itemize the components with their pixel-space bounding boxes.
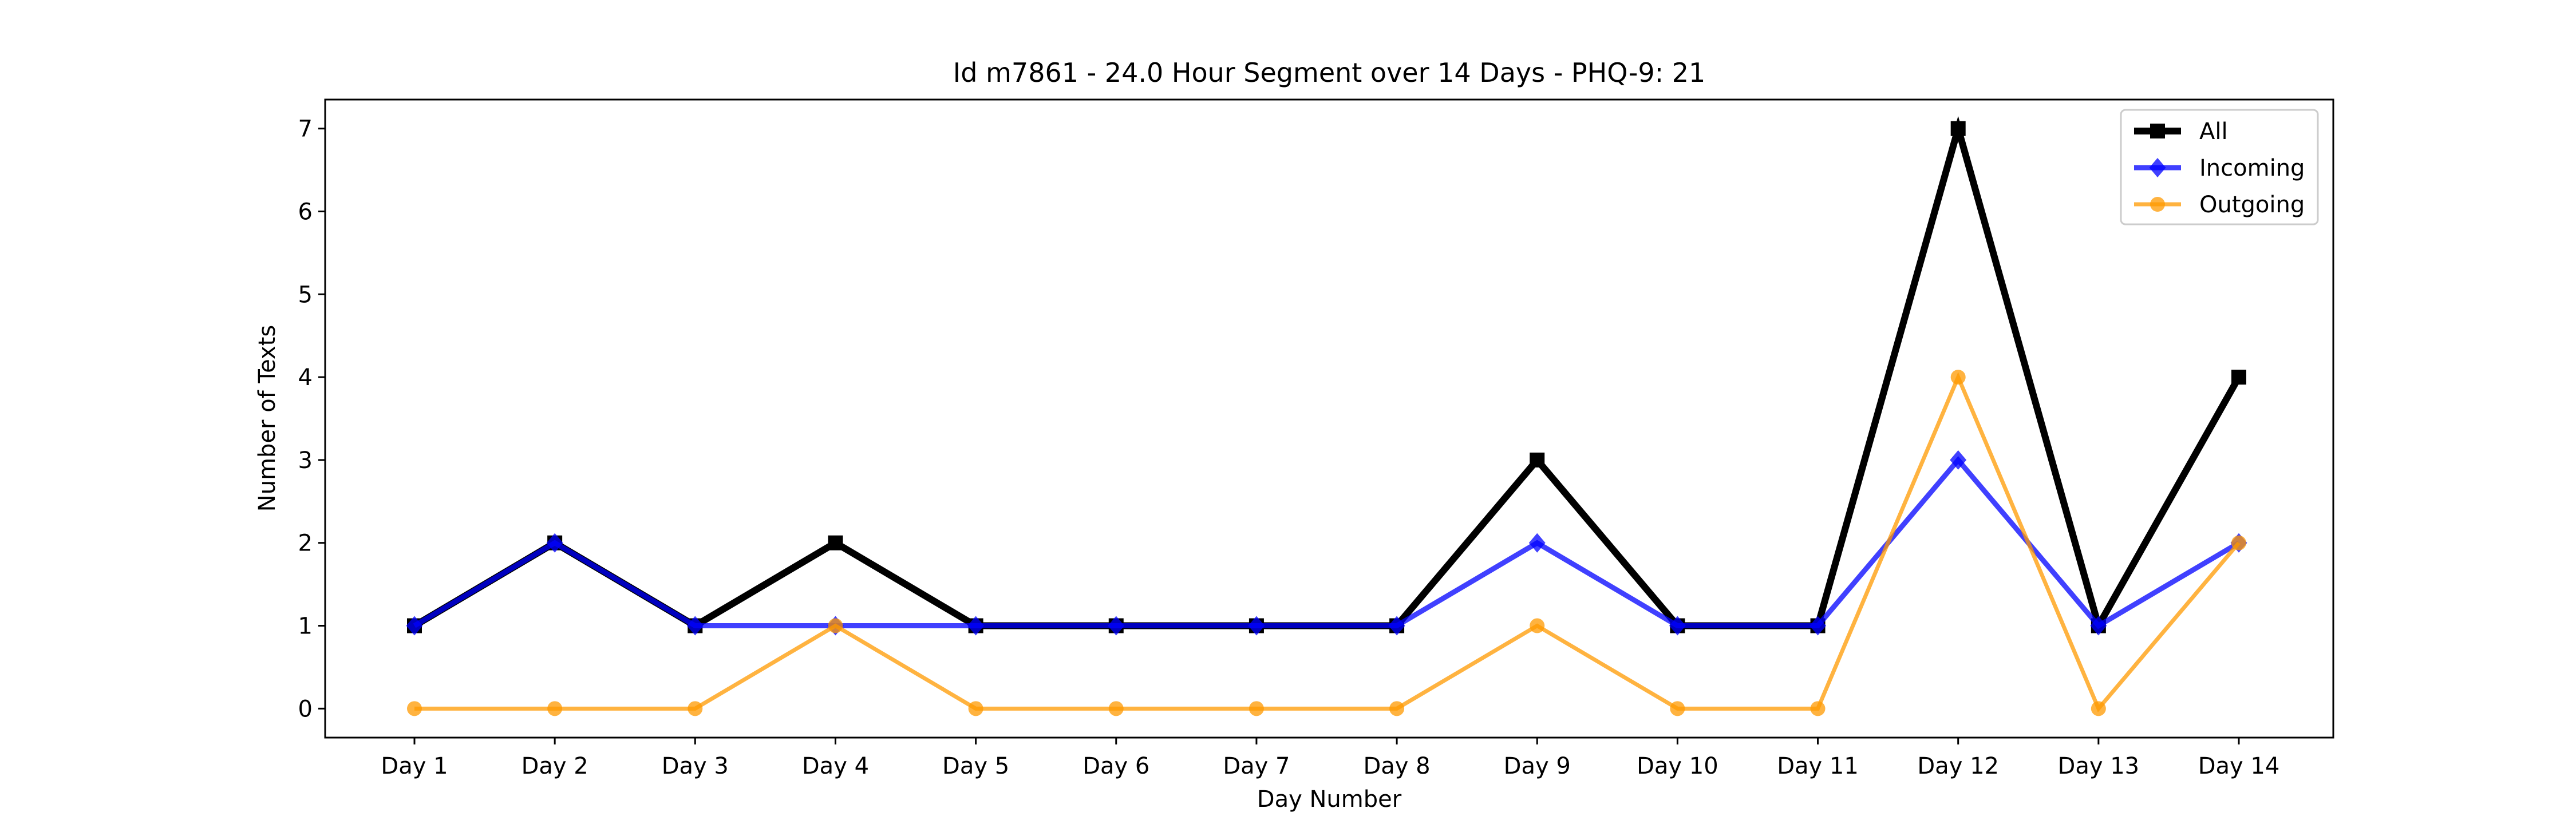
data-point xyxy=(2231,370,2246,385)
data-point xyxy=(2150,197,2165,212)
y-tick-label: 2 xyxy=(298,530,313,557)
legend-box xyxy=(2120,109,2319,225)
data-point xyxy=(1810,701,1826,716)
data-point xyxy=(2150,124,2165,138)
x-tick-label: Day 4 xyxy=(802,753,869,779)
legend-entry: Incoming xyxy=(2134,155,2305,181)
x-tick-label: Day 11 xyxy=(1777,753,1859,779)
x-axis: Day 1 Day 2 Day 3 Day 4 Day 5 Day 6 Day 7 Day 8… xyxy=(381,738,2279,779)
data-point xyxy=(1388,616,1405,636)
data-point xyxy=(686,616,704,636)
data-point xyxy=(1249,701,1264,716)
data-point xyxy=(2149,158,2166,177)
x-tick-label: Day 14 xyxy=(2198,753,2280,779)
data-point xyxy=(1950,450,1967,470)
data-point xyxy=(1248,616,1265,636)
data-point xyxy=(688,701,703,716)
legend-label: Outgoing xyxy=(2199,192,2305,218)
x-tick-label: Day 10 xyxy=(1637,753,1718,779)
data-point xyxy=(2090,616,2107,636)
x-tick-label: Day 9 xyxy=(1504,753,1571,779)
plot-area xyxy=(324,98,2334,739)
y-tick-label: 3 xyxy=(298,447,313,474)
legend-label: All xyxy=(2199,118,2228,145)
x-tick-label: Day 3 xyxy=(662,753,729,779)
data-point xyxy=(828,618,843,633)
y-tick-label: 6 xyxy=(298,199,313,225)
legend: All Incoming Outgoing xyxy=(2120,109,2319,225)
x-tick-label: Day 5 xyxy=(942,753,1009,779)
data-point xyxy=(406,616,423,636)
x-tick-label: Day 12 xyxy=(1917,753,1999,779)
y-axis: 0 1 2 3 4 5 6 7 xyxy=(298,116,325,722)
data-point xyxy=(1108,701,1124,716)
data-point xyxy=(2091,701,2106,716)
y-tick-label: 1 xyxy=(298,613,313,640)
data-point xyxy=(2231,535,2246,550)
chart-title: Id m7861 - 24.0 Hour Segment over 14 Day… xyxy=(953,57,1706,88)
data-point xyxy=(1530,452,1545,468)
data-point xyxy=(1389,701,1405,716)
data-point xyxy=(1528,533,1546,553)
data-point xyxy=(546,533,563,553)
data-point xyxy=(1108,616,1125,636)
series-outgoing xyxy=(407,370,2246,716)
data-point xyxy=(547,701,563,716)
legend-entry: All xyxy=(2134,118,2228,145)
y-axis-label: Number of Texts xyxy=(254,325,280,512)
y-tick-label: 5 xyxy=(298,282,313,308)
data-point xyxy=(1670,701,1685,716)
data-point xyxy=(1809,616,1826,636)
data-point xyxy=(967,616,985,636)
x-tick-label: Day 2 xyxy=(521,753,588,779)
y-tick-label: 0 xyxy=(298,696,313,722)
x-tick-label: Day 7 xyxy=(1223,753,1290,779)
series-all xyxy=(407,116,2246,635)
data-point xyxy=(968,701,983,716)
x-axis-label: Day Number xyxy=(1257,786,1402,813)
data-point xyxy=(407,701,422,716)
y-tick-label: 4 xyxy=(298,365,313,391)
legend-label: Incoming xyxy=(2199,155,2305,181)
y-tick-label: 7 xyxy=(298,116,313,142)
series-incoming xyxy=(406,450,2247,636)
legend-entry: Outgoing xyxy=(2134,192,2305,218)
data-point xyxy=(828,535,843,550)
x-tick-label: Day 13 xyxy=(2058,753,2140,779)
x-tick-label: Day 1 xyxy=(381,753,448,779)
data-point xyxy=(1530,618,1545,633)
data-point xyxy=(1669,616,1686,636)
series-line xyxy=(413,455,2241,629)
data-point xyxy=(1950,370,1966,385)
data-point xyxy=(1950,121,1966,136)
x-tick-label: Day 6 xyxy=(1082,753,1149,779)
series-layer xyxy=(406,116,2247,716)
x-tick-label: Day 8 xyxy=(1363,753,1430,779)
series-line xyxy=(414,372,2241,712)
